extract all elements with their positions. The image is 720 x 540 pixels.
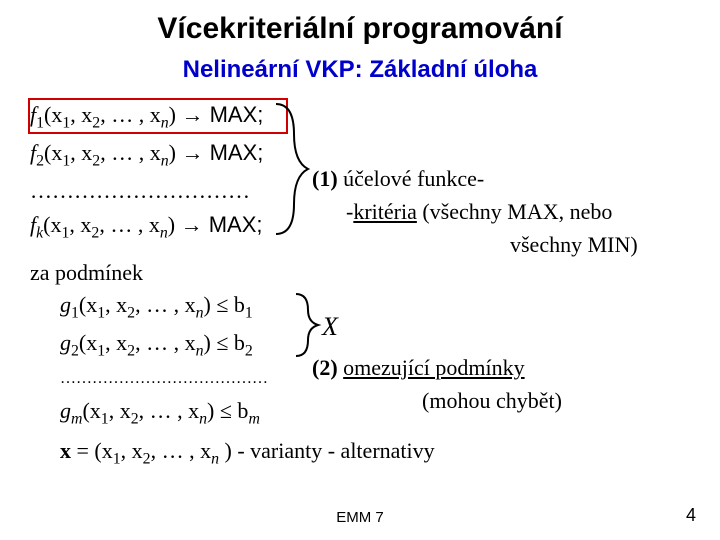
footer-code: EMM 7 <box>0 509 720 526</box>
slide-title: Vícekriteriální programování <box>30 12 690 46</box>
objective-note: (1) účelové funkce- -kritéria (všechny M… <box>312 162 638 261</box>
constr-line-1: g1(x1, x2, … , xn) ≤ b1 <box>60 288 690 326</box>
obj-line-1: f1(x1, x2, … , xn) → MAX; <box>30 98 690 136</box>
footer-page-number: 4 <box>686 505 696 526</box>
constraints-block: g1(x1, x2, … , xn) ≤ b1 g2(x1, x2, … , x… <box>30 288 690 472</box>
constraints-note: (2) omezující podmínky (mohou chybět) <box>312 351 562 417</box>
subhead-conditions: za podmínek <box>30 260 690 286</box>
set-X: X <box>322 312 338 342</box>
objective-block: f1(x1, x2, … , xn) → MAX; f2(x1, x2, … ,… <box>30 98 690 246</box>
variants-line: x = (x1, x2, … , xn ) - varianty - alter… <box>60 434 690 472</box>
slide-subtitle: Nelineární VKP: Základní úloha <box>30 56 690 84</box>
